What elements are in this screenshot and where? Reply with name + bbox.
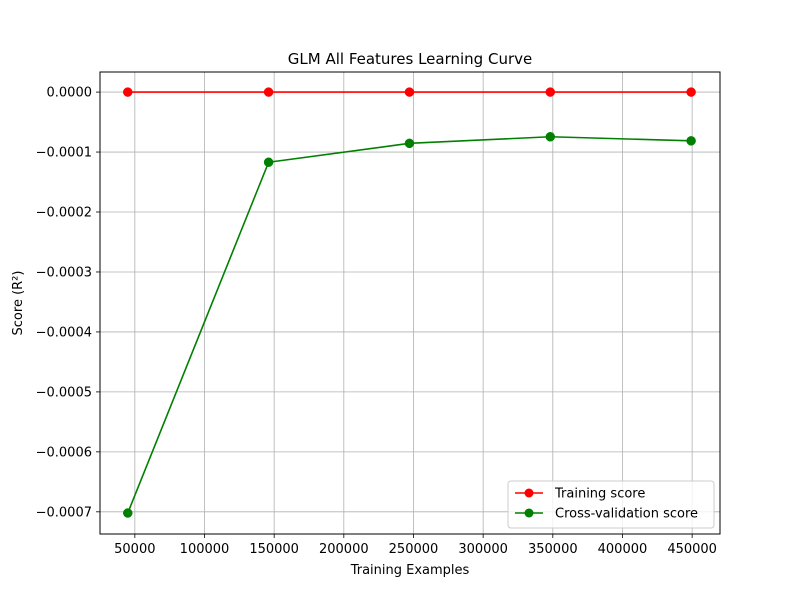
x-axis-label: Training Examples bbox=[350, 563, 470, 578]
chart-title: GLM All Features Learning Curve bbox=[288, 50, 532, 68]
x-tick-label: 200000 bbox=[319, 542, 369, 557]
data-point-cross-validation-score bbox=[123, 508, 133, 518]
data-point-training-score bbox=[686, 87, 696, 97]
data-point-training-score bbox=[263, 87, 274, 97]
y-tick-label: 0.0000 bbox=[47, 86, 93, 101]
y-axis-label: Score (R²) bbox=[11, 271, 26, 336]
y-tick-label: −0.0003 bbox=[36, 265, 92, 280]
series-layer bbox=[123, 87, 696, 518]
legend-marker-cross-validation-score bbox=[524, 508, 534, 518]
legend-label-training-score: Training score bbox=[554, 487, 645, 502]
x-tick-label: 300000 bbox=[458, 542, 508, 557]
data-point-cross-validation-score bbox=[263, 157, 274, 167]
x-tick-label: 450000 bbox=[667, 542, 717, 557]
data-point-training-score bbox=[545, 87, 556, 97]
data-point-cross-validation-score bbox=[545, 132, 556, 142]
data-point-training-score bbox=[123, 87, 133, 97]
x-tick-label: 150000 bbox=[249, 542, 299, 557]
data-point-cross-validation-score bbox=[686, 136, 696, 146]
x-tick-label: 400000 bbox=[598, 542, 648, 557]
x-tick-label: 250000 bbox=[389, 542, 439, 557]
y-tick-label: −0.0002 bbox=[36, 206, 92, 221]
x-tick-label: 350000 bbox=[528, 542, 578, 557]
y-tick-label: −0.0005 bbox=[36, 385, 92, 400]
y-tick-label: −0.0004 bbox=[36, 325, 92, 340]
plot-frame bbox=[99, 71, 721, 535]
legend: Training score Cross-validation score bbox=[507, 480, 715, 529]
legend-box bbox=[507, 480, 715, 529]
legend-label-cross-validation-score: Cross-validation score bbox=[555, 507, 698, 522]
y-tick-layer: 0.0000 −0.0001 −0.0002 −0.0003 −0.0004 −0.000… bbox=[36, 86, 100, 520]
x-tick-layer: 50000 100000 150000 200000 250000 300000 35000… bbox=[114, 534, 717, 557]
data-point-cross-validation-score bbox=[404, 138, 415, 149]
x-tick-label: 100000 bbox=[180, 542, 230, 557]
x-tick-label: 50000 bbox=[114, 542, 155, 557]
y-tick-label: −0.0001 bbox=[36, 146, 92, 161]
y-tick-label: −0.0006 bbox=[36, 445, 92, 460]
legend-marker-training-score bbox=[524, 488, 534, 498]
data-point-training-score bbox=[404, 87, 415, 97]
y-tick-label: −0.0007 bbox=[36, 505, 92, 520]
